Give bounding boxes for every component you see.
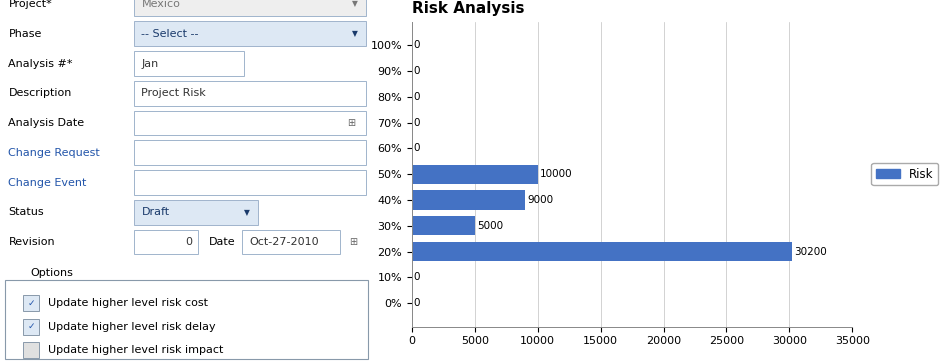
Text: 10000: 10000 <box>540 169 572 179</box>
Text: Update higher level risk delay: Update higher level risk delay <box>48 322 216 332</box>
Text: 30200: 30200 <box>794 246 827 257</box>
FancyBboxPatch shape <box>134 140 366 165</box>
FancyBboxPatch shape <box>134 21 366 46</box>
Text: 0: 0 <box>414 143 420 154</box>
Text: Update higher level risk impact: Update higher level risk impact <box>48 345 223 355</box>
FancyBboxPatch shape <box>134 0 366 16</box>
FancyBboxPatch shape <box>134 111 366 135</box>
Legend: Risk: Risk <box>871 163 938 185</box>
Text: ✓: ✓ <box>27 299 35 307</box>
Text: Oct-27-2010: Oct-27-2010 <box>249 237 318 247</box>
Text: Phase: Phase <box>9 29 42 39</box>
Text: Status: Status <box>9 207 44 217</box>
Text: Jan: Jan <box>141 58 159 69</box>
FancyBboxPatch shape <box>23 295 40 311</box>
Text: Update higher level risk cost: Update higher level risk cost <box>48 298 208 308</box>
Text: Date: Date <box>209 237 236 247</box>
Text: 0: 0 <box>414 272 420 282</box>
Text: Analysis #*: Analysis #* <box>9 58 73 69</box>
Bar <box>412 164 538 184</box>
Text: 9000: 9000 <box>527 195 553 205</box>
FancyBboxPatch shape <box>134 170 366 195</box>
Text: ⊞: ⊞ <box>347 118 355 128</box>
Text: Description: Description <box>9 88 72 98</box>
FancyBboxPatch shape <box>23 342 40 359</box>
Text: 0: 0 <box>414 118 420 128</box>
Text: ✓: ✓ <box>27 322 35 331</box>
Text: 0: 0 <box>186 237 192 247</box>
Text: -- Select --: -- Select -- <box>141 29 199 39</box>
Text: 0: 0 <box>414 66 420 76</box>
FancyBboxPatch shape <box>23 319 40 335</box>
Bar <box>412 190 526 210</box>
Text: Analysis Date: Analysis Date <box>9 118 84 128</box>
Text: Project Risk: Project Risk <box>141 88 206 98</box>
Text: ⊞: ⊞ <box>349 237 357 247</box>
Text: Revision: Revision <box>9 237 55 247</box>
Bar <box>412 216 474 236</box>
FancyBboxPatch shape <box>5 280 367 359</box>
Text: Mexico: Mexico <box>141 0 180 9</box>
Text: Options: Options <box>30 268 73 278</box>
Text: 0: 0 <box>414 40 420 50</box>
Text: 5000: 5000 <box>476 221 503 231</box>
Text: ▼: ▼ <box>351 0 358 8</box>
Text: 0: 0 <box>414 298 420 308</box>
Text: ▼: ▼ <box>244 208 250 217</box>
Text: Risk Analysis: Risk Analysis <box>412 1 525 16</box>
Bar <box>412 242 792 261</box>
Text: 0: 0 <box>414 92 420 102</box>
Text: Change Request: Change Request <box>9 148 100 158</box>
FancyBboxPatch shape <box>134 81 366 106</box>
FancyBboxPatch shape <box>134 200 259 225</box>
Text: ▼: ▼ <box>351 29 358 38</box>
FancyBboxPatch shape <box>134 51 243 76</box>
FancyBboxPatch shape <box>241 230 340 254</box>
Text: Project*: Project* <box>9 0 52 9</box>
FancyBboxPatch shape <box>134 230 198 254</box>
Text: Change Event: Change Event <box>9 178 87 188</box>
Text: Draft: Draft <box>141 207 170 217</box>
